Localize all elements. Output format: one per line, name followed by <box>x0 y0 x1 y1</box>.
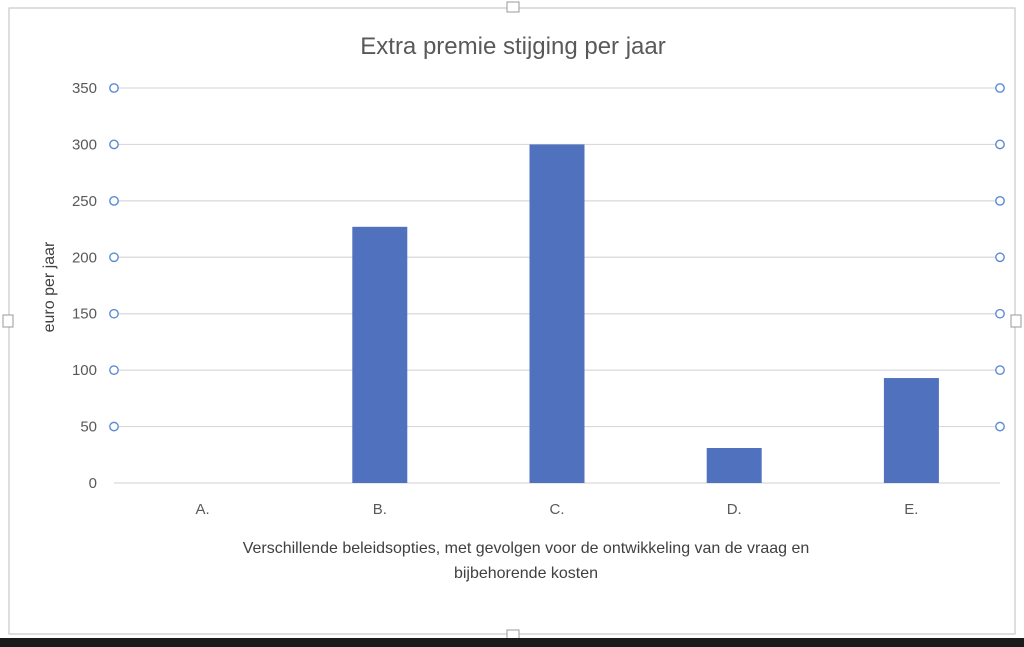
bar-d[interactable] <box>706 448 762 483</box>
right-gridline-handle-150[interactable] <box>995 308 1005 319</box>
right-gridline-handle-350[interactable] <box>995 83 1005 93</box>
bar-e[interactable] <box>883 378 939 483</box>
bar-b[interactable] <box>352 226 408 484</box>
plot-area-handles <box>109 83 1005 432</box>
y-tick-label-250: 250 <box>72 193 97 210</box>
x-axis-label-line-1: Verschillende beleidsopties, met gevolge… <box>243 540 810 557</box>
y-axis-label: euro per jaar <box>41 241 58 332</box>
resize-handle-top[interactable] <box>506 1 520 13</box>
y-tick-label-50: 50 <box>80 419 97 436</box>
resize-handle-left[interactable] <box>2 314 14 328</box>
x-tick-label-e: E. <box>904 501 918 518</box>
right-gridline-handle-50[interactable] <box>995 421 1005 432</box>
right-gridline-handle-200[interactable] <box>995 252 1005 263</box>
y-axis-tick-labels: 0 50 100 150 200 250 300 350 <box>72 80 97 492</box>
chart-frame[interactable] <box>8 7 1016 635</box>
x-tick-label-b: B. <box>373 501 387 518</box>
chart-title: Extra premie stijging per jaar <box>360 33 665 60</box>
x-axis-tick-labels: A. B. C. D. E. <box>196 501 919 518</box>
left-gridline-handle-50[interactable] <box>109 421 119 432</box>
window-bottom-edge <box>0 638 1024 647</box>
left-gridline-handle-200[interactable] <box>109 252 119 263</box>
y-tick-label-300: 300 <box>72 136 97 153</box>
x-tick-label-a: A. <box>196 501 210 518</box>
y-tick-label-350: 350 <box>72 80 97 97</box>
y-tick-label-0: 0 <box>89 475 97 492</box>
left-gridline-handle-100[interactable] <box>109 365 119 376</box>
resize-handle-right[interactable] <box>1010 314 1022 328</box>
y-tick-label-200: 200 <box>72 249 97 266</box>
x-tick-label-c: C. <box>550 501 565 518</box>
left-gridline-handle-300[interactable] <box>109 139 119 150</box>
y-tick-label-100: 100 <box>72 362 97 379</box>
left-gridline-handle-350[interactable] <box>109 83 119 93</box>
right-gridline-handle-250[interactable] <box>995 195 1005 206</box>
right-gridline-handle-100[interactable] <box>995 365 1005 376</box>
bars <box>352 144 939 484</box>
bar-c[interactable] <box>529 144 585 483</box>
x-tick-label-d: D. <box>727 501 742 518</box>
left-gridline-handle-150[interactable] <box>109 308 119 319</box>
right-gridline-handle-300[interactable] <box>995 139 1005 150</box>
y-tick-label-150: 150 <box>72 306 97 323</box>
left-gridline-handle-250[interactable] <box>109 195 119 206</box>
x-axis-label-line-2: bijbehorende kosten <box>454 565 598 582</box>
